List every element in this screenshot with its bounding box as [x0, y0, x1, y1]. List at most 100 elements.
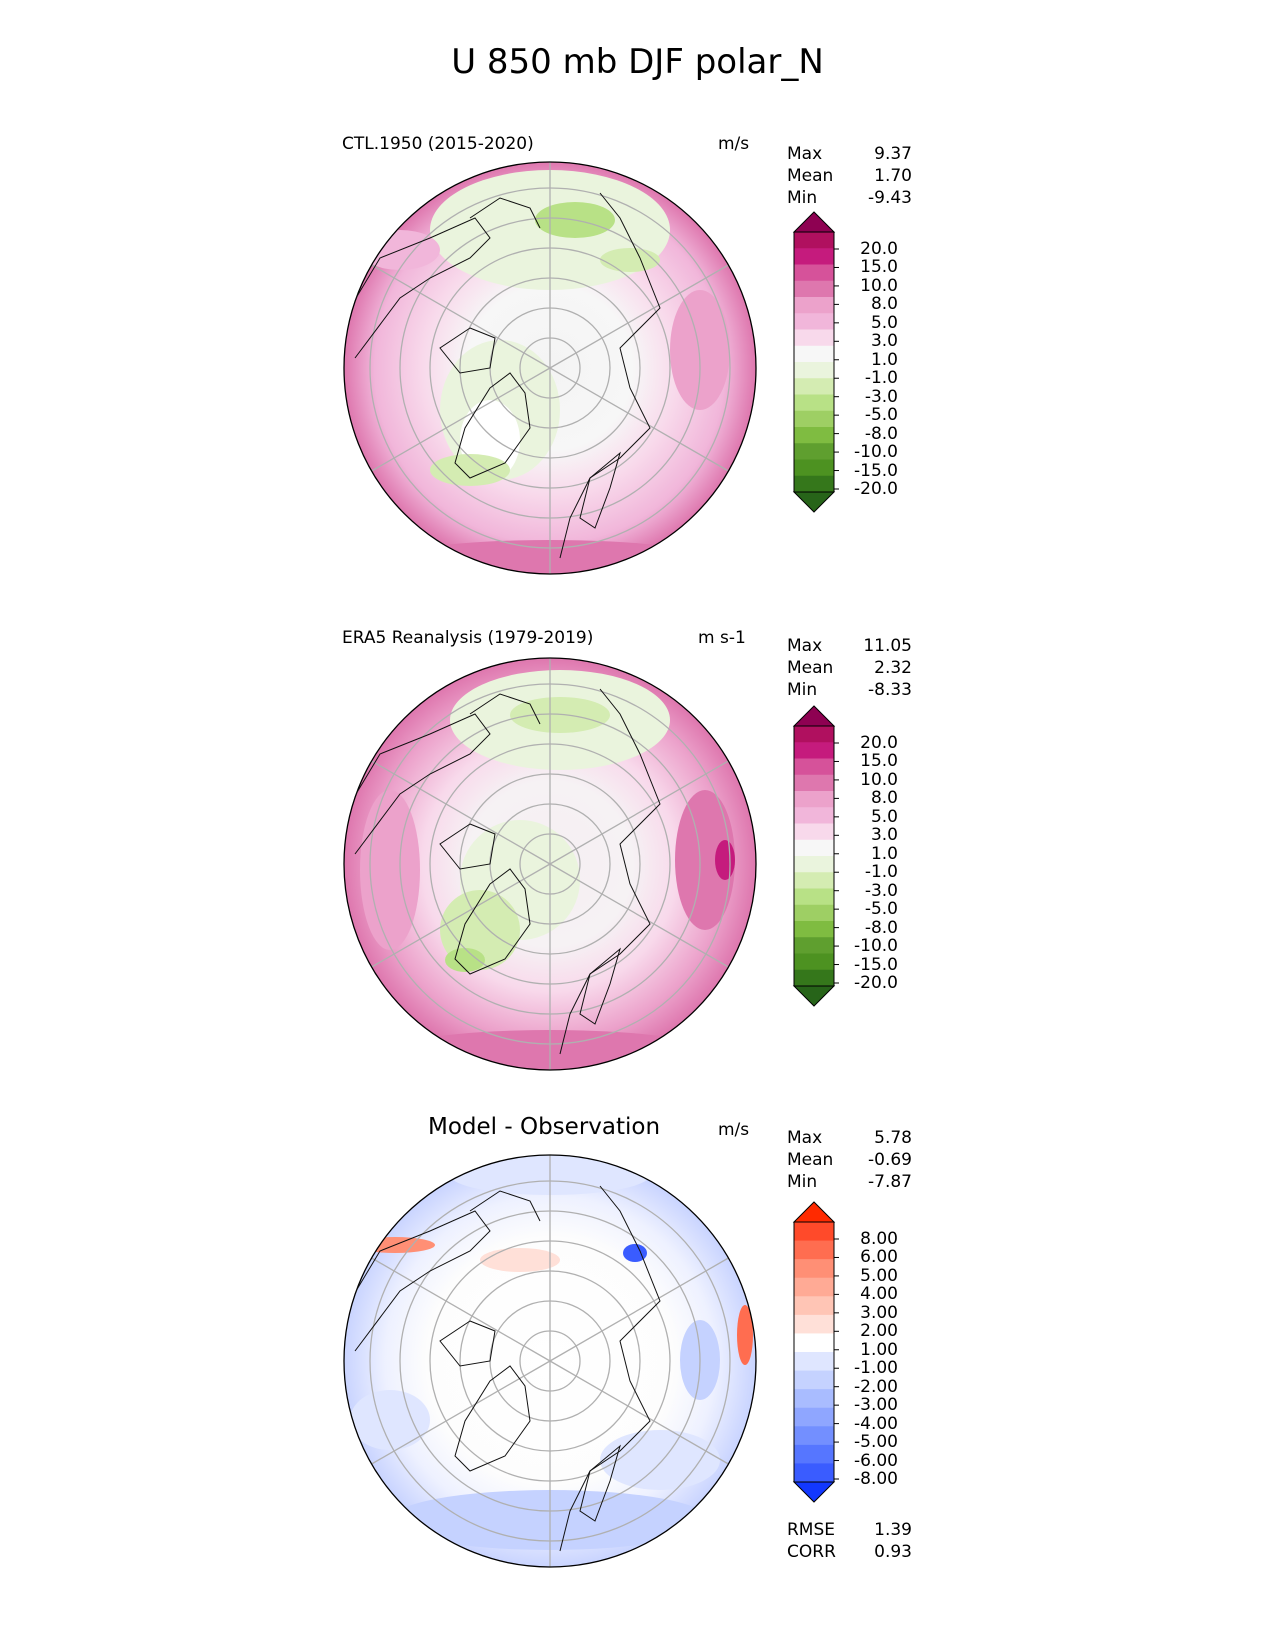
colorbar-segment	[794, 872, 834, 889]
colorbar-tick-label: -15.0	[854, 460, 898, 481]
colorbar-segment	[794, 378, 834, 395]
colorbar-segment	[794, 1296, 834, 1316]
stat-mean-label: Mean	[787, 658, 834, 678]
polar-grid-3	[343, 1154, 757, 1568]
colorbar-segment	[794, 726, 834, 743]
colorbar-segment	[794, 1463, 834, 1483]
colorbar-tick-label: 5.0	[870, 312, 898, 333]
colorbar-tick-label: -3.00	[854, 1395, 898, 1416]
colorbar-tick-label: 10.0	[860, 769, 898, 790]
panel-1-units: m/s	[718, 134, 750, 154]
colorbar-tick-label: 5.0	[870, 806, 898, 827]
colorbar-tick-label: 8.0	[870, 788, 898, 809]
stat-min-label: Min	[787, 680, 818, 700]
stat-min-value: -9.43	[868, 188, 912, 208]
colorbar-segment	[794, 904, 834, 922]
colorbar-extend-min	[792, 985, 836, 1007]
colorbar-tick-label: -5.0	[864, 899, 898, 920]
colorbar-segment	[794, 297, 834, 314]
colorbar-segment	[794, 921, 834, 938]
colorbar-segment	[794, 888, 834, 906]
colorbar-tick-label: 2.00	[860, 1321, 898, 1342]
colorbar-tick-label: -3.0	[864, 880, 898, 901]
colorbar-segment	[794, 807, 834, 824]
coastline	[439, 327, 496, 374]
colorbar-tick-label: -20.0	[854, 479, 898, 499]
colorbar-tick-label: 1.0	[870, 843, 898, 864]
coastline	[439, 1320, 496, 1367]
colorbar-tick-label: 10.0	[860, 275, 898, 296]
polar-grid-2	[343, 657, 757, 1071]
colorbar-segment	[794, 1352, 834, 1372]
coastlines-2	[349, 688, 661, 1055]
colorbar-tick-label: -6.00	[854, 1450, 898, 1471]
coastline	[439, 823, 496, 870]
colorbar-segment	[794, 329, 834, 347]
meridian-line	[371, 760, 551, 865]
stat-mean-value: 2.32	[874, 658, 912, 678]
colorbar-segment	[794, 823, 834, 841]
colorbar-segment	[794, 937, 834, 954]
colorbar-segment	[794, 345, 834, 363]
meridian-line	[549, 1360, 729, 1465]
coastline	[579, 947, 621, 1025]
polar-grid-1	[343, 161, 757, 575]
colorbar-segment	[794, 475, 834, 493]
colorbar-extend-max	[792, 705, 836, 727]
coastline	[559, 192, 661, 559]
coastline	[559, 1185, 661, 1552]
coastline	[579, 451, 621, 529]
colorbar-tick-label: -8.00	[854, 1469, 898, 1489]
colorbar-tick-label: 4.00	[860, 1284, 898, 1305]
colorbar-3	[792, 1201, 839, 1503]
map-boundary	[343, 1154, 757, 1568]
colorbar-extend-max	[792, 1201, 836, 1223]
colorbar-segment	[794, 443, 834, 460]
colorbar-segment	[794, 264, 834, 282]
colorbar-tick-label: -1.00	[854, 1358, 898, 1379]
coastlines-1	[349, 192, 661, 559]
colorbar-segment	[794, 839, 834, 857]
stat-mean-label: Mean	[787, 166, 834, 186]
colorbar-tick-label: -10.0	[854, 442, 898, 463]
stat-corr-value: 0.93	[874, 1542, 912, 1562]
colorbar-tick-label: -4.00	[854, 1413, 898, 1434]
meridian-line	[371, 1257, 551, 1362]
colorbar-tick-label: -1.0	[864, 862, 898, 883]
meridian-line	[371, 863, 551, 968]
stat-min-value: -8.33	[868, 680, 912, 700]
colorbar-tick-label: -10.0	[854, 936, 898, 957]
colorbar-segment	[794, 394, 834, 412]
colorbar-tick-label: 5.00	[860, 1265, 898, 1286]
meridian-line	[371, 264, 551, 369]
colorbar-segment	[794, 459, 834, 477]
coastline	[349, 713, 491, 855]
colorbar-tick-label: 3.00	[860, 1302, 898, 1323]
colorbar-tick-label: -5.00	[854, 1432, 898, 1453]
colorbar-segment	[794, 758, 834, 776]
colorbar-tick-label: -8.0	[864, 423, 898, 444]
coastline	[454, 372, 531, 479]
stat-min-label: Min	[787, 188, 818, 208]
colorbar-segment	[794, 1314, 834, 1334]
coastline	[579, 1444, 621, 1522]
stat-max-label: Max	[787, 1128, 823, 1148]
colorbar-tick-label: 3.0	[870, 331, 898, 352]
coastline	[454, 1365, 531, 1472]
panel-3-units: m/s	[718, 1120, 750, 1140]
coastline	[469, 1190, 541, 1222]
meridian-line	[371, 367, 551, 472]
colorbar-segment	[794, 953, 834, 971]
stat-mean-label: Mean	[787, 1150, 834, 1170]
stat-mean-value: 1.70	[874, 166, 912, 186]
meridian-line	[549, 264, 729, 369]
colorbar-segment	[794, 1444, 834, 1464]
colorbar-segment	[794, 362, 834, 379]
coastline	[469, 197, 541, 229]
colorbar-tick-label: -3.0	[864, 386, 898, 407]
colorbar-tick-label: 1.0	[870, 349, 898, 370]
colorbar-frame	[793, 231, 835, 493]
stat-rmse-value: 1.39	[874, 1520, 912, 1540]
colorbar-tick-label: 20.0	[860, 733, 898, 753]
